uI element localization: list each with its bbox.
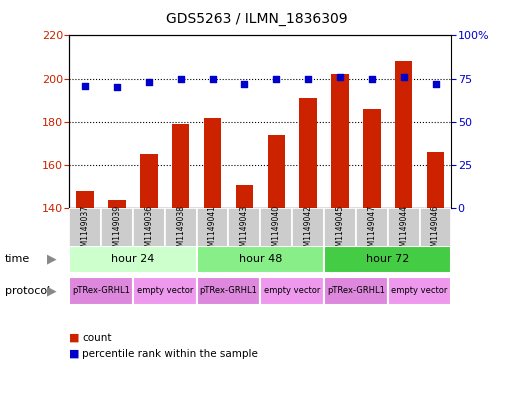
FancyBboxPatch shape (196, 246, 324, 273)
Bar (427, 152, 444, 208)
Point (431, 81, 440, 87)
Text: GSM1149042: GSM1149042 (304, 206, 312, 256)
Bar (140, 154, 157, 208)
FancyBboxPatch shape (324, 208, 356, 253)
Text: pTRex-GRHL1: pTRex-GRHL1 (327, 286, 385, 295)
Text: protocol: protocol (5, 286, 50, 296)
FancyBboxPatch shape (69, 246, 196, 273)
Text: ▶: ▶ (47, 253, 56, 266)
Bar (76, 191, 94, 208)
Text: GSM1149037: GSM1149037 (81, 205, 90, 257)
Text: pTRex-GRHL1: pTRex-GRHL1 (200, 286, 258, 295)
Text: ▶: ▶ (47, 284, 56, 298)
FancyBboxPatch shape (388, 277, 451, 305)
FancyBboxPatch shape (388, 208, 420, 253)
FancyBboxPatch shape (261, 277, 324, 305)
Text: percentile rank within the sample: percentile rank within the sample (82, 349, 258, 359)
Text: GSM1149040: GSM1149040 (272, 205, 281, 257)
Text: empty vector: empty vector (264, 286, 321, 295)
FancyBboxPatch shape (133, 208, 165, 253)
Bar (267, 135, 285, 208)
Bar (204, 118, 221, 208)
FancyBboxPatch shape (292, 208, 324, 253)
Bar (235, 185, 253, 208)
FancyBboxPatch shape (324, 246, 451, 273)
Text: ■: ■ (69, 333, 80, 343)
Text: pTRex-GRHL1: pTRex-GRHL1 (72, 286, 130, 295)
FancyBboxPatch shape (324, 277, 388, 305)
FancyBboxPatch shape (133, 277, 196, 305)
Point (272, 75, 281, 82)
FancyBboxPatch shape (196, 277, 261, 305)
Point (176, 75, 185, 82)
FancyBboxPatch shape (228, 208, 261, 253)
Text: empty vector: empty vector (136, 286, 193, 295)
Text: empty vector: empty vector (391, 286, 448, 295)
Text: GSM1149041: GSM1149041 (208, 206, 217, 256)
FancyBboxPatch shape (165, 208, 196, 253)
Text: GSM1149044: GSM1149044 (399, 205, 408, 257)
Point (208, 75, 216, 82)
Text: hour 48: hour 48 (239, 254, 282, 264)
Text: GSM1149039: GSM1149039 (112, 205, 122, 257)
Bar (331, 74, 349, 208)
Point (368, 75, 376, 82)
Bar (108, 200, 126, 208)
Text: GSM1149046: GSM1149046 (431, 205, 440, 257)
FancyBboxPatch shape (101, 208, 133, 253)
Text: GSM1149038: GSM1149038 (176, 206, 185, 256)
FancyBboxPatch shape (420, 208, 451, 253)
Text: GSM1149043: GSM1149043 (240, 205, 249, 257)
Text: count: count (82, 333, 112, 343)
FancyBboxPatch shape (196, 208, 228, 253)
Point (113, 84, 121, 90)
FancyBboxPatch shape (261, 208, 292, 253)
Text: GSM1149045: GSM1149045 (336, 205, 344, 257)
Point (304, 75, 312, 82)
Point (145, 79, 153, 85)
Text: GDS5263 / ILMN_1836309: GDS5263 / ILMN_1836309 (166, 12, 347, 26)
Point (240, 81, 248, 87)
FancyBboxPatch shape (69, 208, 101, 253)
Text: ■: ■ (69, 349, 80, 359)
Point (81, 83, 89, 89)
Text: hour 24: hour 24 (111, 254, 154, 264)
Text: GSM1149036: GSM1149036 (144, 205, 153, 257)
Bar (300, 98, 317, 208)
Text: hour 72: hour 72 (366, 254, 409, 264)
Bar (172, 124, 189, 208)
Text: time: time (5, 254, 30, 264)
Bar (395, 61, 412, 208)
Text: GSM1149047: GSM1149047 (367, 205, 377, 257)
Bar (363, 109, 381, 208)
Point (400, 74, 408, 80)
Point (336, 74, 344, 80)
FancyBboxPatch shape (356, 208, 388, 253)
FancyBboxPatch shape (69, 277, 133, 305)
